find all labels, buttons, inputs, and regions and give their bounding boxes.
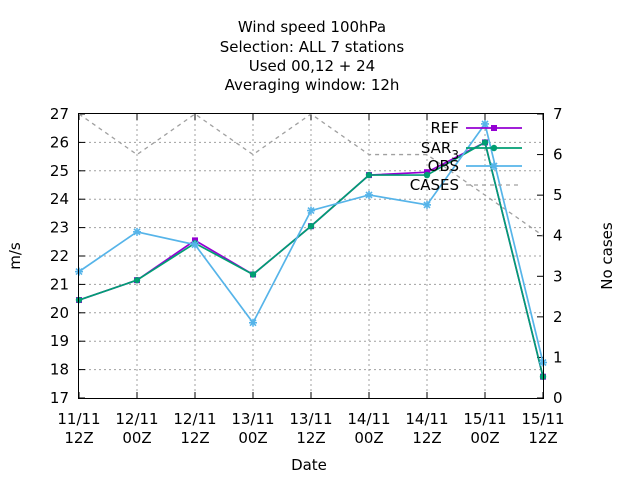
y-tick-labels: 17 18 19 20 21 22 23 24 25 26 27 [50,105,69,407]
y2-tick-label: 4 [553,227,563,245]
legend-label: CASES [410,176,459,194]
data-point [307,222,315,230]
legend-marker [490,162,498,170]
y-tick-label: 18 [50,361,69,379]
grid [79,114,543,398]
x-tick-labels: 11/1112Z12/1100Z12/1112Z13/1100Z13/1112Z… [57,410,564,447]
data-point [133,276,141,284]
legend-label: SAR3 [421,139,459,162]
x-tick-label-date: 12/11 [115,410,158,428]
data-point [249,318,257,327]
legend-marker [490,144,498,152]
legend-label-subscript: 3 [451,148,459,162]
y2-tick-labels: 0 1 2 3 4 5 6 7 [553,105,563,407]
x-tick-label-date: 14/11 [347,410,390,428]
y-tick-label: 26 [50,133,69,151]
y2-tick-label: 1 [553,348,563,366]
title-line: Selection: ALL 7 stations [220,38,405,56]
y-tick-label: 17 [50,389,69,407]
data-point [365,171,373,179]
legend-entry-ref: REF [430,119,522,137]
series-sar_3 [75,139,547,380]
x-tick-label-hour: 00Z [354,429,383,447]
x-tick-label-hour: 00Z [238,429,267,447]
data-point [423,200,431,209]
x-tick-label-hour: 12Z [296,429,325,447]
y2-tick-label: 6 [553,146,563,164]
data-point [481,139,489,146]
y-tick-label: 20 [50,304,69,322]
legend-label: OBS [428,157,459,175]
title-line: Used 00,12 + 24 [249,57,375,75]
x-tick-label-date: 13/11 [289,410,332,428]
y2-axis-label: No cases [598,222,616,290]
x-tick-label-hour: 12Z [64,429,93,447]
x-tick-label-date: 12/11 [173,410,216,428]
y2-tick-label: 2 [553,308,563,326]
title-line: Wind speed 100hPa [238,18,386,36]
y-tick-label: 24 [50,190,69,208]
x-tick-label-date: 15/11 [521,410,564,428]
x-tick-label-hour: 12Z [180,429,209,447]
legend-entry-sar_3: SAR3 [421,139,522,162]
data-point [133,227,141,236]
data-point [191,240,199,249]
x-axis-label: Date [291,456,327,474]
y-axis-label: m/s [6,242,24,270]
legend-label: REF [430,119,459,137]
x-tick-label-hour: 00Z [470,429,499,447]
chart-title: Wind speed 100hPa Selection: ALL 7 stati… [220,18,405,94]
y-tick-label: 27 [50,105,69,123]
y-tick-label: 25 [50,162,69,180]
data-point [481,119,489,128]
legend-entry-obs: OBS [428,157,522,175]
y-tick-label: 21 [50,275,69,293]
data-point [307,206,315,215]
legend-entry-cases: CASES [410,176,522,194]
x-tick-label-date: 13/11 [231,410,274,428]
plot-frame [78,113,544,399]
x-tick-label-hour: 00Z [122,429,151,447]
x-tick-label-hour: 12Z [528,429,557,447]
y2-tick-label: 0 [553,389,563,407]
title-line: Averaging window: 12h [225,76,400,94]
x-tick-label-date: 15/11 [463,410,506,428]
legend-label-main: SAR [421,139,451,157]
y-tick-label: 19 [50,332,69,350]
legend-marker [491,125,497,131]
y2-tick-label: 3 [553,267,563,285]
y-tick-label: 22 [50,247,69,265]
y-tick-label: 23 [50,219,69,237]
data-point [423,171,431,179]
y2-tick-label: 5 [553,186,563,204]
data-point [249,271,257,278]
x-tick-label-hour: 12Z [412,429,441,447]
y2-tick-label: 7 [553,105,563,123]
x-tick-label-date: 11/11 [57,410,100,428]
x-tick-label-date: 14/11 [405,410,448,428]
data-point [365,190,373,199]
